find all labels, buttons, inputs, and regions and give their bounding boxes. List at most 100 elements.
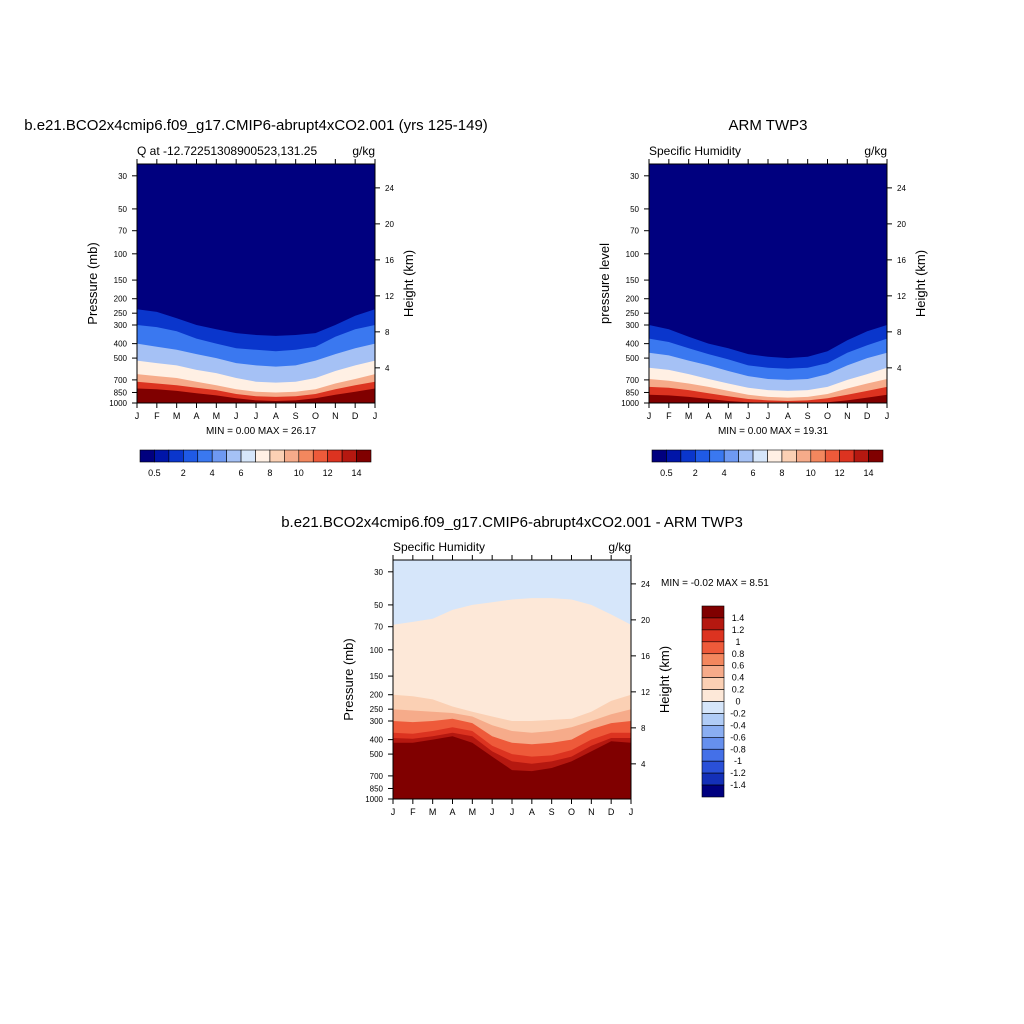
x-tick-label: N: [332, 411, 339, 421]
colorbar-swatch: [701, 677, 725, 690]
colorbar-label: -1: [734, 756, 742, 766]
colorbar-swatch: [701, 748, 725, 762]
colorbar-swatch: [695, 449, 711, 463]
chart-panel-3: J F M A M J J A S O N D J305070100150200250300400500…: [281, 514, 769, 817]
x-tick-label: J: [234, 411, 239, 421]
y-tick-label: 200: [370, 691, 384, 700]
colorbar-swatch: [796, 449, 812, 463]
y-axis-label: Pressure (mb): [85, 242, 100, 324]
y-axis-label: pressure level: [597, 243, 612, 324]
x-tick-label: J: [254, 411, 259, 421]
colorbar-label: 1.2: [732, 625, 745, 635]
colorbar-swatch: [651, 449, 667, 463]
x-tick-label: S: [293, 411, 299, 421]
chart-subtitle-right: g/kg: [352, 144, 375, 158]
colorbar-swatch: [284, 449, 300, 463]
colorbar-label: 12: [323, 468, 333, 478]
colorbar-label: 0.5: [660, 468, 673, 478]
y-tick-label: 300: [370, 717, 384, 726]
y2-tick-label: 8: [897, 328, 902, 337]
y-tick-label: 50: [118, 205, 127, 214]
y-tick-label: 150: [626, 276, 640, 285]
colorbar-swatch: [709, 449, 725, 463]
x-tick-label: M: [429, 807, 437, 817]
colorbar-label: -1.2: [730, 768, 746, 778]
chart-title: b.e21.BCO2x4cmip6.f09_g17.CMIP6-abrupt4x…: [24, 117, 488, 134]
y-tick-label: 200: [626, 295, 640, 304]
colorbar-label: 12: [835, 468, 845, 478]
y2-axis-label: Height (km): [401, 250, 416, 317]
y-tick-label: 400: [370, 736, 384, 745]
y-tick-label: 30: [374, 568, 383, 577]
x-tick-label: O: [312, 411, 319, 421]
colorbar-swatch: [738, 449, 754, 463]
y-tick-label: 100: [114, 250, 128, 259]
chart-subtitle-left: Specific Humidity: [393, 540, 485, 554]
colorbar-label: 2: [693, 468, 698, 478]
y-tick-label: 400: [114, 340, 128, 349]
y-tick-label: 50: [630, 205, 639, 214]
chart-subtitle-right: g/kg: [864, 144, 887, 158]
x-tick-label: J: [766, 411, 771, 421]
x-tick-label: D: [864, 411, 871, 421]
colorbar-swatch: [680, 449, 696, 463]
x-tick-label: S: [549, 807, 555, 817]
y2-tick-label: 24: [897, 184, 906, 193]
y-tick-label: 850: [626, 388, 640, 397]
y2-tick-label: 20: [385, 220, 394, 229]
colorbar-label: 1: [735, 637, 740, 647]
chart-panel-1: J F M A M J J A S O N D J 30 50 70 100 150 200 250 300 400 500…: [24, 117, 488, 478]
colorbar-label: -0.2: [730, 708, 746, 718]
colorbar-swatch: [240, 449, 256, 463]
x-tick-label: S: [805, 411, 811, 421]
y2-tick-label: 8: [641, 724, 646, 733]
y2-tick-label: 16: [897, 256, 906, 265]
y-axis-label: Pressure (mb): [341, 638, 356, 720]
min-max-stats: MIN = -0.02 MAX = 8.51: [661, 578, 769, 589]
colorbar-label: -0.6: [730, 732, 746, 742]
colorbar-swatch: [701, 629, 725, 643]
y-tick-label: 700: [626, 376, 640, 385]
colorbar-label: 6: [751, 468, 756, 478]
x-tick-label: J: [510, 807, 515, 817]
colorbar-swatch: [312, 449, 328, 463]
chart-subtitle-left: Q at -12.72251308900523,131.25: [137, 144, 317, 158]
x-tick-label: J: [746, 411, 751, 421]
y2-axis-label: Height (km): [657, 646, 672, 713]
colorbar-label: 8: [779, 468, 784, 478]
x-tick-label: D: [608, 807, 615, 817]
x-tick-label: F: [410, 807, 416, 817]
colorbar-label: 6: [239, 468, 244, 478]
colorbar-label: 14: [352, 468, 362, 478]
colorbar-label: 0.4: [732, 673, 745, 683]
x-tick-label: J: [391, 807, 396, 817]
y-tick-label: 700: [114, 376, 128, 385]
contour-band-14: [649, 394, 887, 403]
colorbar-swatch: [701, 605, 725, 619]
colorbar-swatch: [839, 449, 855, 463]
colorbar-swatch: [701, 760, 725, 774]
x-tick-label: A: [705, 411, 711, 421]
y-tick-label: 30: [118, 172, 127, 181]
y-tick-label: 100: [370, 646, 384, 655]
y2-tick-label: 20: [641, 616, 650, 625]
colorbar-swatch: [666, 449, 682, 463]
x-tick-label: J: [647, 411, 652, 421]
y-tick-label: 70: [630, 227, 639, 236]
colorbar-label: 0.2: [732, 685, 745, 695]
colorbar-swatch: [701, 713, 725, 726]
y-tick-label: 1000: [621, 399, 639, 408]
y-tick-label: 850: [370, 784, 384, 793]
y2-tick-label: 12: [641, 688, 650, 697]
x-tick-label: M: [213, 411, 221, 421]
y-tick-label: 500: [626, 354, 640, 363]
colorbar-label: 0.8: [732, 649, 745, 659]
y-tick-label: 70: [374, 623, 383, 632]
y-tick-label: 50: [374, 601, 383, 610]
y-tick-label: 1000: [109, 399, 127, 408]
colorbar-swatch: [183, 449, 199, 463]
x-tick-label: D: [352, 411, 359, 421]
colorbar-label: 0.5: [148, 468, 161, 478]
colorbar-swatch: [723, 449, 739, 463]
colorbar-swatch: [810, 449, 826, 463]
